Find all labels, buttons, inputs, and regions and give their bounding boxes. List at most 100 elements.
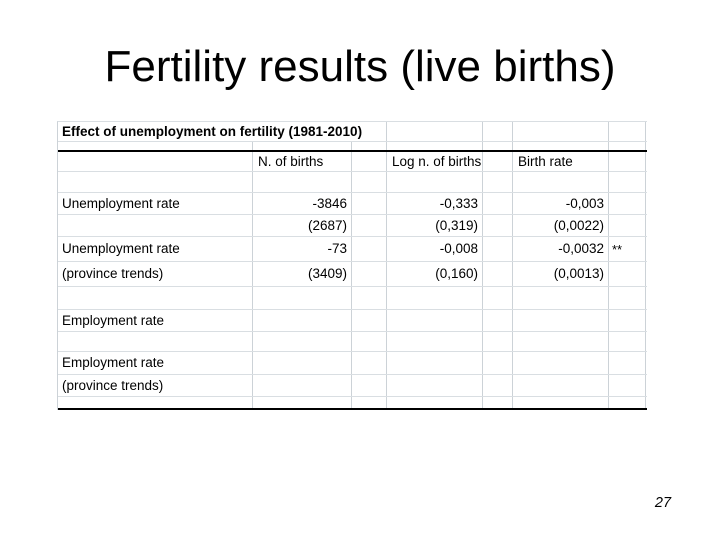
empty-cell [609, 352, 646, 374]
estimate-birth-rate: -0,003 [513, 193, 609, 214]
empty-cell [387, 352, 483, 374]
empty-cell [483, 375, 513, 396]
empty-cell [387, 142, 483, 150]
empty-cell [513, 122, 609, 141]
estimate-log-births: -0,008 [387, 237, 483, 261]
significance-stars: ** [609, 237, 646, 261]
empty-cell [253, 397, 352, 408]
empty-cell [513, 375, 609, 396]
empty-cell [387, 310, 483, 331]
header-log-n-of-births: Log n. of births [387, 152, 483, 171]
empty-cell [609, 172, 646, 192]
empty-cell [513, 332, 609, 351]
empty-cell [352, 287, 387, 309]
label-employment-rate-trends: Employment rate [58, 352, 253, 374]
empty-cell [253, 332, 352, 351]
table-row-headers: N. of births Log n. of births Birth rate [58, 152, 647, 172]
table-caption: Effect of unemployment on fertility (198… [58, 122, 387, 141]
estimate-log-births: -0,333 [387, 193, 483, 214]
empty-cell [513, 352, 609, 374]
empty-cell [387, 122, 483, 141]
empty-cell [253, 172, 352, 192]
empty-cell [483, 215, 513, 236]
empty-cell [387, 332, 483, 351]
empty-cell [609, 152, 646, 171]
empty-cell [352, 237, 387, 261]
sublabel-province-trends: (province trends) [58, 262, 253, 286]
empty-cell [483, 152, 513, 171]
empty-cell [58, 142, 253, 150]
empty-cell [609, 122, 646, 141]
table-row-unemployment-rate-se: (2687) (0,319) (0,0022) [58, 215, 647, 237]
empty-cell [352, 152, 387, 171]
empty-cell [513, 142, 609, 150]
table-row-empty [58, 172, 647, 193]
empty-cell [58, 152, 253, 171]
table-row-empty [58, 287, 647, 310]
empty-cell [483, 287, 513, 309]
empty-cell [609, 193, 646, 214]
table-row-unemployment-rate: Unemployment rate -3846 -0,333 -0,003 [58, 193, 647, 215]
empty-cell [387, 375, 483, 396]
empty-cell [58, 287, 253, 309]
empty-cell [483, 122, 513, 141]
empty-cell [483, 310, 513, 331]
se-n-births: (2687) [253, 215, 352, 236]
empty-cell [253, 310, 352, 331]
se-n-births: (3409) [253, 262, 352, 286]
table-row-empty [58, 332, 647, 352]
empty-cell [483, 237, 513, 261]
empty-cell [352, 142, 387, 150]
header-n-of-births: N. of births [253, 152, 352, 171]
estimate-n-births: -73 [253, 237, 352, 261]
header-birth-rate: Birth rate [513, 152, 609, 171]
empty-cell [352, 375, 387, 396]
se-log-births: (0,160) [387, 262, 483, 286]
empty-cell [352, 193, 387, 214]
empty-cell [483, 142, 513, 150]
table-row-unemployment-rate-trends: Unemployment rate -73 -0,008 -0,0032 ** [58, 237, 647, 262]
empty-cell [483, 193, 513, 214]
se-log-births: (0,319) [387, 215, 483, 236]
results-table: Effect of unemployment on fertility (198… [57, 121, 647, 410]
se-birth-rate: (0,0022) [513, 215, 609, 236]
se-birth-rate: (0,0013) [513, 262, 609, 286]
estimate-n-births: -3846 [253, 193, 352, 214]
table-row-employment-rate-trends-sub: (province trends) [58, 375, 647, 397]
empty-cell [352, 172, 387, 192]
empty-cell [387, 287, 483, 309]
empty-cell [253, 287, 352, 309]
label-unemployment-rate-trends: Unemployment rate [58, 237, 253, 261]
empty-cell [352, 397, 387, 408]
empty-cell [352, 310, 387, 331]
empty-cell [352, 332, 387, 351]
empty-cell [483, 262, 513, 286]
empty-cell [352, 215, 387, 236]
empty-cell [513, 397, 609, 408]
empty-cell [387, 172, 483, 192]
empty-cell [253, 352, 352, 374]
table-row-spacer [58, 142, 647, 152]
page-number: 27 [654, 495, 672, 511]
slide-title: Fertility results (live births) [104, 42, 616, 91]
empty-cell [58, 332, 253, 351]
empty-cell [513, 172, 609, 192]
label-unemployment-rate: Unemployment rate [58, 193, 253, 214]
label-employment-rate: Employment rate [58, 310, 253, 331]
table-row-employment-rate: Employment rate [58, 310, 647, 332]
table-row-employment-rate-trends: Employment rate [58, 352, 647, 375]
empty-cell [609, 215, 646, 236]
empty-cell [253, 142, 352, 150]
table-row-footer [58, 397, 647, 410]
empty-cell [609, 310, 646, 331]
empty-cell [609, 397, 646, 408]
empty-cell [513, 310, 609, 331]
estimate-birth-rate: -0,0032 [513, 237, 609, 261]
empty-cell [483, 172, 513, 192]
empty-cell [609, 142, 646, 150]
empty-cell [513, 287, 609, 309]
empty-cell [609, 332, 646, 351]
empty-cell [609, 287, 646, 309]
empty-cell [609, 262, 646, 286]
